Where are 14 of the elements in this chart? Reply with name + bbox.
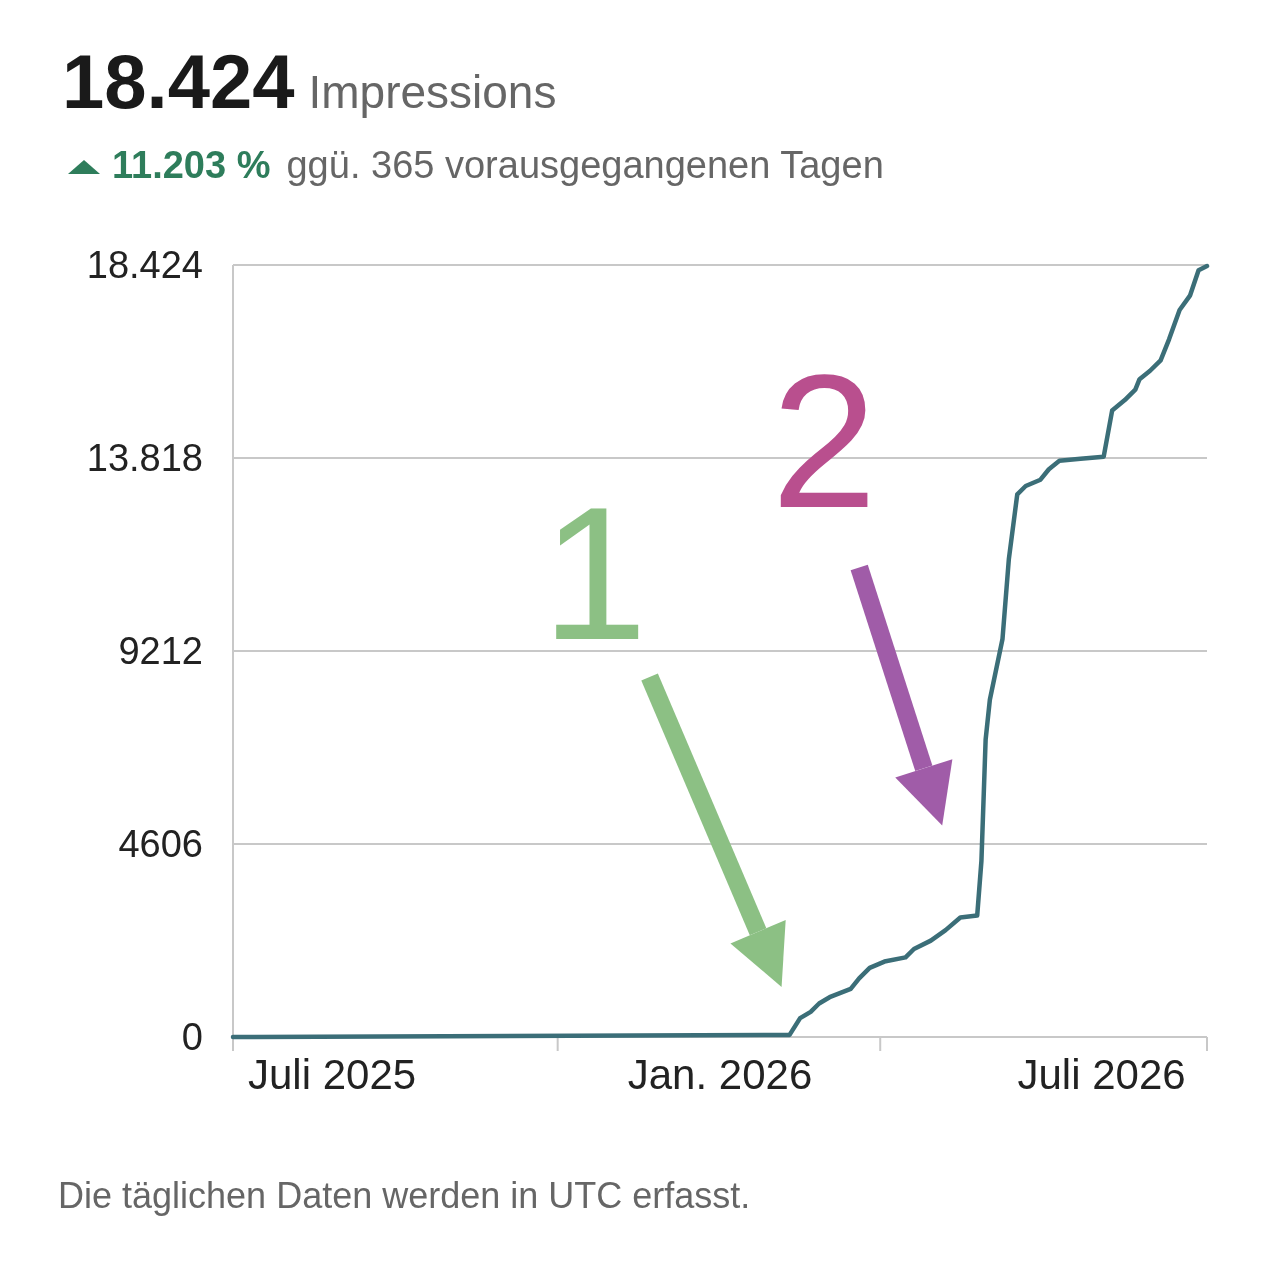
text: Die täglichen Daten werden in UTC erfasst.: [58, 1175, 751, 1216]
x-tick-label: Juli 2026: [1017, 1051, 1186, 1098]
y-tick-label: 4606: [118, 823, 203, 866]
y-tick-label: 13.818: [86, 437, 203, 480]
y-tick-label: 18.424: [86, 244, 203, 287]
text: ggü. 365 vorausgegangenen Tagen: [286, 144, 884, 186]
annotation: 2: [771, 334, 878, 547]
y-tick-label: 9212: [118, 630, 203, 673]
text: 11.203 %: [112, 144, 271, 186]
x-tick-label: Juli 2025: [248, 1051, 417, 1098]
annotation: 1: [541, 466, 648, 679]
y-tick-label: 0: [181, 1016, 203, 1059]
x-tick-label: Jan. 2026: [627, 1051, 813, 1098]
chart-subtitle: Impressions: [308, 66, 557, 118]
